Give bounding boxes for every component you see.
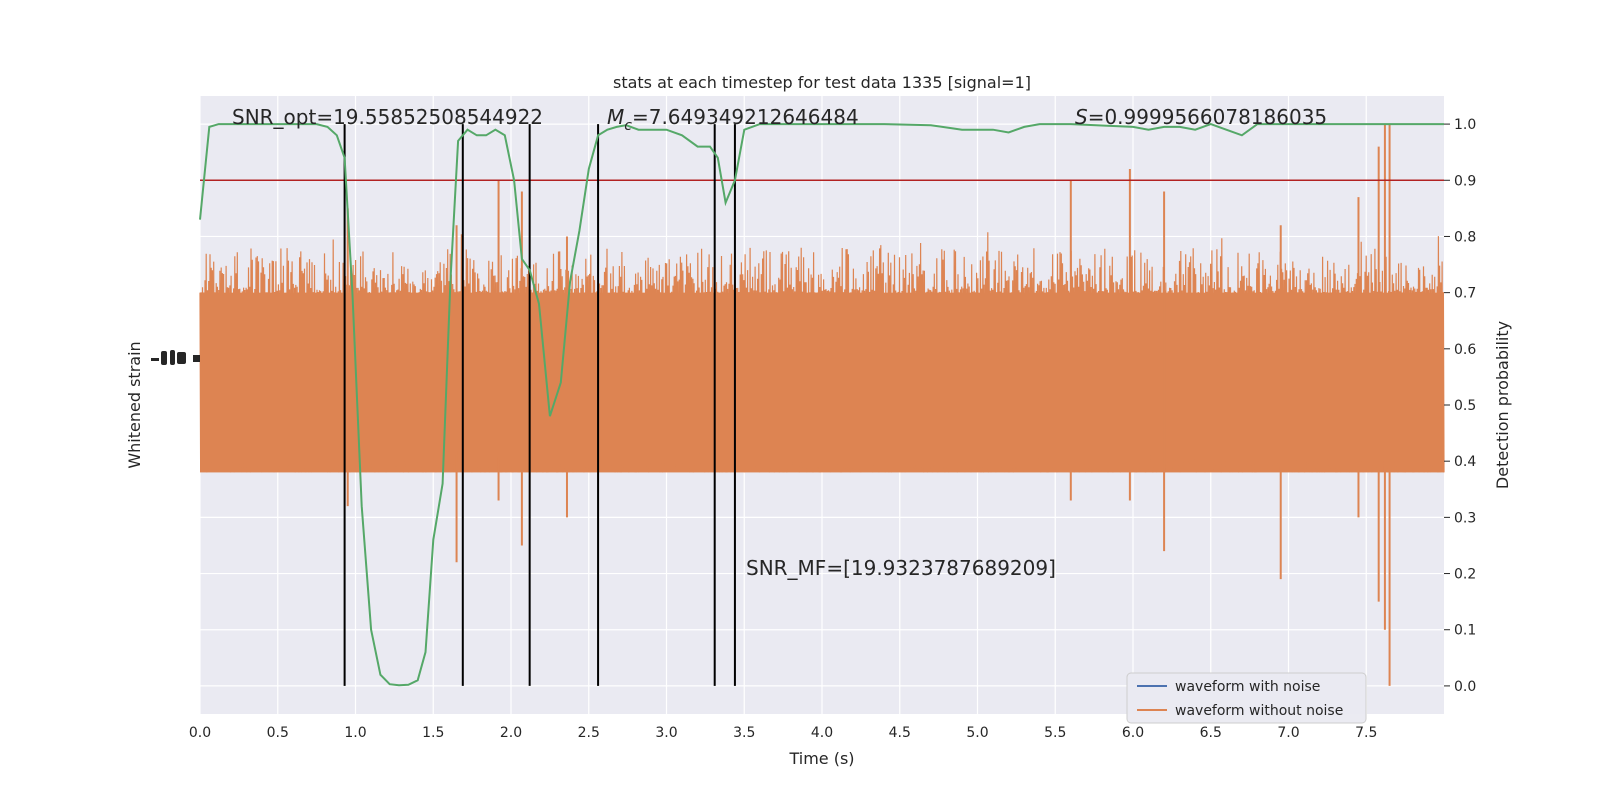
x-tick-label: 4.5 bbox=[889, 725, 911, 741]
chirp-mass-symbol: M bbox=[607, 105, 624, 129]
x-axis-label: Time (s) bbox=[788, 749, 854, 768]
legend-box bbox=[1126, 672, 1367, 724]
s-symbol: S bbox=[1075, 105, 1088, 129]
event-vertical-lines bbox=[343, 124, 736, 686]
y-tick-label: 0.3 bbox=[1454, 510, 1476, 526]
y-tick-label: 0.6 bbox=[1454, 342, 1476, 358]
x-tick-label: 0.5 bbox=[267, 725, 289, 741]
x-tick-label: 2.5 bbox=[578, 725, 600, 741]
x-tick-label: 3.0 bbox=[655, 725, 677, 741]
x-ticks: 0.0 0.5 1.0 1.5 2.0 2.5 3.0 3.5 4.0 4.5 5.0 5.5 6.0 6… bbox=[189, 725, 1378, 741]
left-axis-mess bbox=[151, 350, 200, 365]
y-tick-label: 0.1 bbox=[1454, 623, 1476, 639]
chart-title: stats at each timestep for test data 133… bbox=[613, 73, 1031, 92]
legend: waveform with noise waveform without noi… bbox=[1126, 672, 1367, 724]
detection-probability-series bbox=[199, 123, 1444, 687]
x-tick-label: 4.0 bbox=[811, 725, 833, 741]
x-tick-label: 5.5 bbox=[1044, 725, 1066, 741]
chirp-mass-subscript: c bbox=[624, 118, 632, 134]
x-tick-label: 0.0 bbox=[189, 725, 211, 741]
s-annotation: S=0.9999566078186035 bbox=[1075, 105, 1327, 129]
y-tick-label: 0.9 bbox=[1454, 173, 1476, 189]
x-tick-label: 2.0 bbox=[500, 725, 522, 741]
legend-label-with-noise: waveform with noise bbox=[1175, 679, 1320, 695]
y-tick-label: 0.8 bbox=[1454, 229, 1476, 245]
strain-noise-line bbox=[199, 232, 1445, 473]
chirp-mass-value: =7.649349212646484 bbox=[632, 105, 859, 129]
x-tick-label: 6.5 bbox=[1200, 725, 1222, 741]
y-ticks-right: 0.0 0.1 0.2 0.3 0.4 0.5 0.6 0.7 0.8 0.9 1.0 bbox=[1444, 117, 1476, 695]
y-tick-label: 0.0 bbox=[1454, 679, 1476, 695]
snr-mf-annotation: SNR_MF=[19.9323787689209] bbox=[746, 556, 1056, 580]
x-tick-label: 3.5 bbox=[733, 725, 755, 741]
y-axis-label-left: Whitened strain bbox=[125, 341, 144, 468]
y-tick-label: 1.0 bbox=[1454, 117, 1476, 133]
x-tick-label: 7.5 bbox=[1355, 725, 1377, 741]
y-tick-label: 0.7 bbox=[1454, 286, 1476, 302]
y-axis-label-right: Detection probability bbox=[1493, 321, 1512, 489]
y-tick-label: 0.4 bbox=[1454, 454, 1476, 470]
legend-label-without-noise: waveform without noise bbox=[1175, 703, 1343, 719]
snr-opt-annotation: SNR_opt=19.55852508544922 bbox=[232, 105, 543, 129]
s-value: =0.9999566078186035 bbox=[1088, 105, 1327, 129]
x-tick-label: 1.0 bbox=[344, 725, 366, 741]
y-tick-label: 0.5 bbox=[1454, 398, 1476, 414]
chirp-mass-annotation: Mc=7.649349212646484 bbox=[607, 105, 859, 134]
x-tick-label: 7.0 bbox=[1277, 725, 1299, 741]
whitened-strain-series bbox=[199, 124, 1445, 686]
x-tick-label: 5.0 bbox=[966, 725, 988, 741]
x-tick-label: 6.0 bbox=[1122, 725, 1144, 741]
detection-probability-line bbox=[199, 123, 1444, 687]
y-tick-label: 0.2 bbox=[1454, 567, 1476, 583]
x-tick-label: 1.5 bbox=[422, 725, 444, 741]
